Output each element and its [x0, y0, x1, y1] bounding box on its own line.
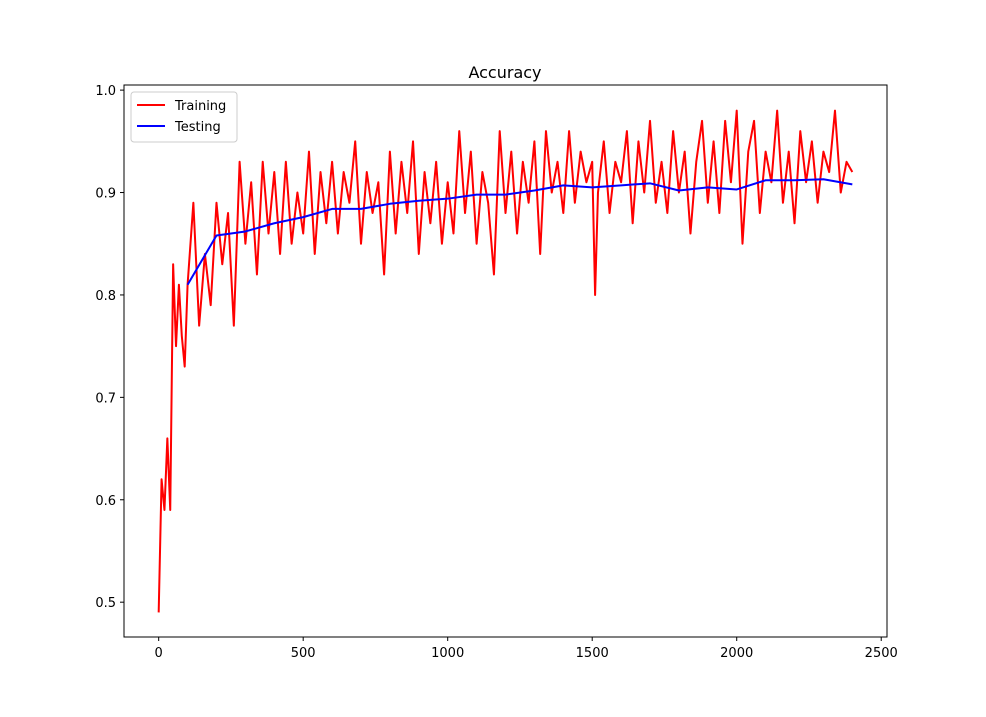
y-tick-label: 0.7 — [95, 391, 116, 406]
x-tick-label: 500 — [291, 646, 316, 661]
x-tick-label: 2000 — [720, 646, 753, 661]
chart-title: Accuracy — [468, 63, 541, 82]
x-tick-label: 1500 — [576, 646, 609, 661]
y-tick-label: 1.0 — [95, 84, 116, 99]
x-tick-label: 2500 — [865, 646, 898, 661]
x-tick-label: 0 — [155, 646, 163, 661]
y-tick-label: 0.8 — [95, 289, 116, 304]
legend-label: Training — [174, 99, 226, 114]
legend-label: Testing — [174, 120, 221, 135]
series-line — [186, 178, 853, 286]
x-tick-label: 1000 — [431, 646, 464, 661]
series-line — [157, 109, 854, 613]
y-tick-label: 0.9 — [95, 187, 116, 202]
y-tick-label: 0.5 — [95, 596, 116, 611]
plot-frame — [123, 84, 888, 638]
y-tick-label: 0.6 — [95, 494, 116, 509]
